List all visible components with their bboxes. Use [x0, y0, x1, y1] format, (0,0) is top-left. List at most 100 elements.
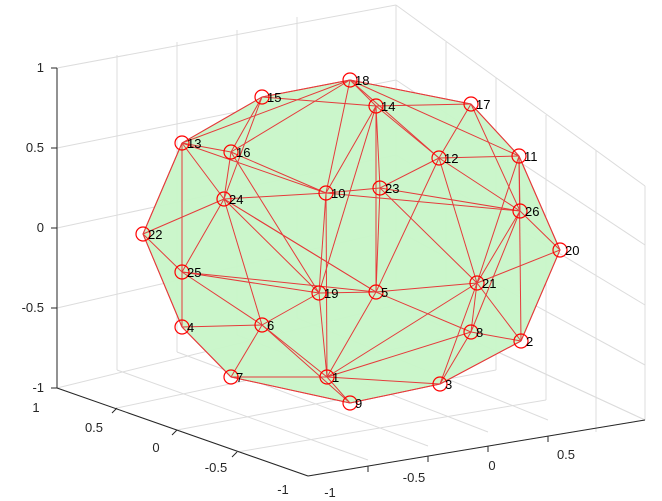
node-label: 1 — [332, 370, 339, 385]
mesh-edge — [261, 96, 377, 107]
mesh-edge — [379, 187, 478, 284]
mesh-edge — [349, 79, 472, 105]
mesh-edge — [230, 96, 263, 153]
node-marker — [552, 242, 568, 258]
mesh-edge — [439, 340, 522, 385]
node-label: 14 — [381, 99, 395, 114]
node-marker — [254, 89, 270, 105]
mesh-edge — [181, 142, 225, 200]
node-marker — [512, 203, 528, 219]
mesh-edge — [181, 198, 225, 273]
node-label: 3 — [445, 377, 452, 392]
node-marker — [431, 150, 447, 166]
mesh-edge — [438, 155, 520, 159]
mesh-edge — [470, 282, 478, 333]
mesh-edge — [223, 198, 263, 326]
node-label: 20 — [565, 243, 579, 258]
mesh-edge — [230, 151, 327, 194]
node-marker — [318, 185, 334, 201]
mesh-edge — [325, 192, 328, 378]
node-marker — [223, 369, 239, 385]
node-label: 12 — [444, 151, 458, 166]
node-marker — [513, 333, 529, 349]
mesh-edge — [470, 103, 520, 157]
mesh-edge — [261, 292, 320, 326]
node-marker — [511, 148, 527, 164]
mesh-edge — [181, 142, 232, 153]
mesh-edge — [476, 249, 561, 284]
node-label: 5 — [381, 285, 388, 300]
node-marker — [463, 324, 479, 340]
mesh-edge — [223, 198, 320, 294]
y-tick-label: -1 — [277, 482, 289, 497]
mesh-edge — [261, 79, 351, 98]
node-label: 22 — [148, 227, 162, 242]
mesh-edge — [438, 103, 472, 159]
mesh-edge — [181, 271, 320, 294]
mesh-edge — [379, 187, 521, 212]
mesh-edge — [223, 192, 327, 200]
node-label: 11 — [524, 149, 538, 164]
z-tick-label: 0.5 — [26, 140, 44, 155]
mesh-edge — [325, 79, 351, 194]
mesh-edge — [375, 291, 472, 333]
mesh-edge — [261, 324, 328, 378]
mesh-edge — [438, 157, 478, 284]
node-label: 15 — [267, 90, 281, 105]
node-marker — [174, 264, 190, 280]
z-tick-label: -1 — [32, 380, 44, 395]
mesh-edge — [223, 96, 263, 200]
mesh-edge — [326, 331, 472, 378]
node-label: 24 — [229, 192, 243, 207]
node-marker — [469, 275, 485, 291]
node-label: 25 — [187, 265, 201, 280]
mesh-edge — [470, 103, 521, 212]
node-label: 4 — [187, 320, 194, 335]
node-marker — [254, 317, 270, 333]
mesh-edge — [375, 105, 440, 159]
mesh-edge — [439, 331, 472, 385]
node-marker — [135, 226, 151, 242]
node-marker — [368, 98, 384, 114]
node-label: 10 — [331, 186, 345, 201]
mesh-edge — [318, 291, 377, 294]
mesh-edge — [349, 79, 520, 157]
mesh-edge — [349, 79, 440, 159]
mesh-edge — [261, 324, 351, 404]
mesh-edge — [318, 292, 328, 378]
mesh-nodes: 1234567891011121314151617181920212223242… — [135, 72, 579, 411]
mesh-edge — [181, 96, 263, 144]
node-marker — [342, 72, 358, 88]
mesh-edge — [142, 233, 183, 328]
x-tick-label: -0.5 — [403, 470, 425, 485]
mesh-face — [143, 80, 560, 403]
y-tick-label: -0.5 — [205, 460, 227, 475]
mesh-edge — [349, 383, 441, 404]
mesh-edge — [142, 233, 183, 273]
node-label: 7 — [236, 370, 243, 385]
mesh-edge — [379, 157, 440, 189]
mesh-edge — [518, 155, 561, 251]
z-tick-label: -0.5 — [22, 300, 44, 315]
node-label: 2 — [526, 334, 533, 349]
node-label: 26 — [525, 204, 539, 219]
mesh-edge — [230, 324, 263, 378]
mesh-edge — [181, 324, 263, 328]
mesh-edge — [375, 187, 381, 293]
mesh-surface — [143, 80, 560, 403]
node-marker — [174, 135, 190, 151]
mesh-edge — [375, 157, 440, 293]
z-tick-label: 0 — [37, 220, 44, 235]
mesh-edge — [325, 192, 521, 212]
mesh-edge — [181, 271, 263, 326]
mesh-edge — [326, 376, 441, 385]
node-label: 8 — [476, 325, 483, 340]
mesh-edges — [142, 79, 561, 404]
x-axis-tick-labels: -1 -0.5 0 0.5 — [324, 447, 575, 500]
node-marker — [311, 285, 327, 301]
node-marker — [432, 376, 448, 392]
mesh-edge — [223, 151, 232, 200]
z-tick-label: 1 — [37, 60, 44, 75]
mesh-edge — [142, 198, 225, 235]
